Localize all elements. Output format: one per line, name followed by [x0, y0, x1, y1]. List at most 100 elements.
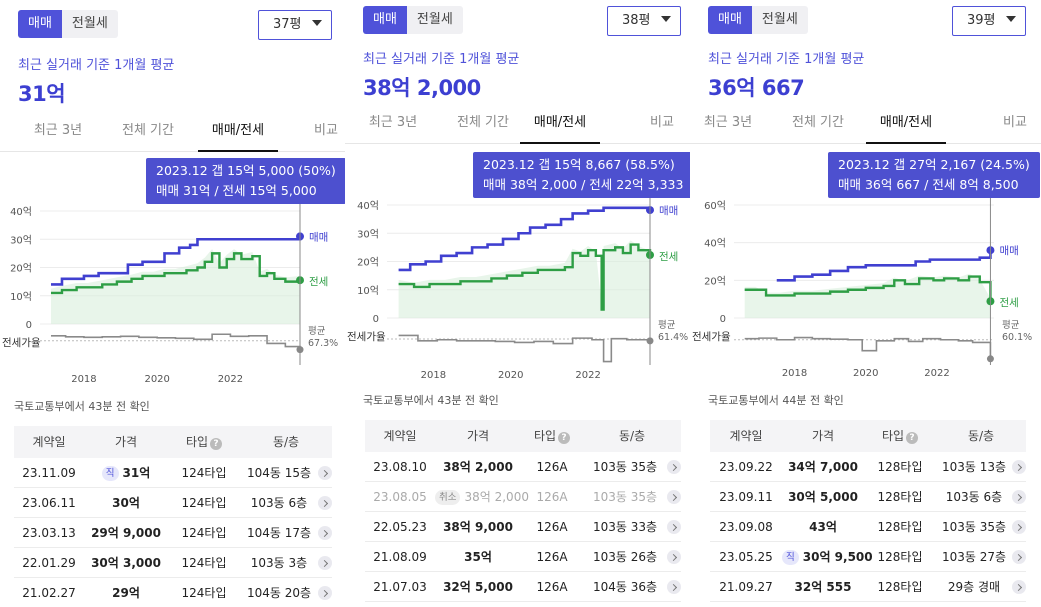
chevron-right-icon[interactable]	[318, 556, 332, 570]
column-header: 가격	[435, 420, 521, 452]
tab-3[interactable]: 매매/전세	[198, 116, 278, 152]
column-header: 동/층	[936, 420, 1026, 452]
table-row[interactable]: 21.02.27 29억 124타입 104동 20층	[14, 578, 332, 607]
building-floor: 104동 20층	[240, 578, 332, 607]
building-floor-value: 103동 26층	[592, 550, 658, 564]
building-floor: 103동 3층	[240, 548, 332, 577]
series-line-lease	[398, 243, 652, 311]
x-tick-label: 2022	[218, 374, 243, 385]
column-header-label: 계약일	[383, 429, 417, 443]
table-row[interactable]: 23.05.25 직 30억 9,500 128타입 103동 27층	[710, 542, 1026, 572]
chevron-right-icon[interactable]	[1012, 490, 1026, 504]
chevron-right-icon[interactable]	[1012, 520, 1026, 534]
building-floor-value: 103동 3층	[250, 556, 308, 570]
chevron-right-icon[interactable]	[318, 586, 332, 600]
average-price: 38억 2,000	[363, 76, 481, 100]
chevron-right-icon[interactable]	[1012, 550, 1026, 564]
chart-tooltip: 2023.12 갭 15억 5,000 (50%) 매매 31억 / 전세 15억…	[146, 158, 346, 204]
pyeong-size-value: 37평	[273, 17, 302, 32]
trade-type-toggle: 매매 전월세	[363, 6, 463, 34]
y-tick-label: 0	[373, 314, 379, 325]
help-icon[interactable]: ?	[210, 438, 223, 450]
chevron-right-icon[interactable]	[318, 526, 332, 540]
trade-badge: 취소	[435, 490, 461, 505]
help-icon[interactable]: ?	[906, 432, 919, 444]
unit-type: 126A	[536, 550, 568, 564]
series-label: 전세	[659, 251, 678, 263]
table-row[interactable]: 23.09.11 30억 5,000 128타입 103동 6층	[710, 482, 1026, 512]
trade-badge: 직	[782, 550, 799, 565]
toggle-sale-button[interactable]: 매매	[363, 6, 407, 34]
chevron-right-icon[interactable]	[1012, 580, 1026, 594]
price-value: 29억	[112, 586, 140, 600]
table-row[interactable]: 21.08.09 35억 126A 103동 26층	[365, 542, 681, 572]
chevron-right-icon[interactable]	[667, 520, 681, 534]
toggle-lease-button[interactable]: 전월세	[751, 6, 808, 34]
average-label: 최근 실거래 기준 1개월 평균	[18, 58, 175, 73]
chevron-right-icon[interactable]	[1012, 460, 1026, 474]
table-row[interactable]: 23.08.05 취소 38억 2,000 126A 103동 35층	[365, 482, 681, 512]
x-tick-label: 2020	[853, 368, 878, 379]
tab-3[interactable]: 매매/전세	[866, 108, 946, 144]
series-label: 전세	[999, 297, 1018, 309]
pyeong-size-select[interactable]: 38평	[607, 6, 681, 36]
lease-area	[50, 249, 300, 324]
price-value: 29억 9,000	[91, 526, 161, 540]
tab-4[interactable]: 비교	[314, 123, 338, 138]
toggle-lease-button[interactable]: 전월세	[406, 6, 463, 34]
tab-2[interactable]: 전체 기간	[792, 115, 844, 130]
price-cell: 29억	[84, 578, 168, 607]
table-row[interactable]: 22.05.23 38억 9,000 126A 103동 33층	[365, 512, 681, 542]
help-icon[interactable]: ?	[558, 432, 571, 444]
chevron-right-icon[interactable]	[318, 466, 332, 480]
tab-2[interactable]: 전체 기간	[457, 115, 509, 130]
building-floor-value: 103동 27층	[941, 550, 1007, 564]
tab-4[interactable]: 비교	[650, 115, 674, 130]
chevron-right-icon[interactable]	[667, 490, 681, 504]
price-cell: 29억 9,000	[84, 518, 168, 547]
ratio-line	[744, 336, 992, 359]
x-tick-label: 2022	[575, 370, 600, 381]
pyeong-size-select[interactable]: 39평	[952, 6, 1026, 36]
toggle-sale-button[interactable]: 매매	[18, 10, 62, 38]
contract-date: 22.05.23	[373, 520, 427, 534]
price-value: 35억	[464, 550, 492, 564]
price-panel-3: 매매 전월세 39평 최근 실거래 기준 1개월 평균 36억 667 최근 3년 전체 기…	[690, 0, 1041, 607]
table-row[interactable]: 23.03.13 29억 9,000 124타입 104동 17층	[14, 518, 332, 548]
tab-1[interactable]: 최근 3년	[33, 123, 83, 138]
table-row[interactable]: 23.08.10 38억 2,000 126A 103동 35층	[365, 452, 681, 482]
tab-4[interactable]: 비교	[1003, 115, 1027, 130]
table-row[interactable]: 23.11.09 직 31억 124타입 104동 15층	[14, 458, 332, 488]
toggle-sale-button[interactable]: 매매	[708, 6, 752, 34]
chevron-right-icon[interactable]	[667, 550, 681, 564]
tab-2[interactable]: 전체 기간	[122, 123, 174, 138]
table-row[interactable]: 23.09.08 43억 128타입 103동 35층	[710, 512, 1026, 542]
price-value: 32억 5,000	[443, 580, 513, 594]
unit-type: 126A	[536, 490, 568, 504]
table-row[interactable]: 21.09.27 32억 555 128타입 29층 경매	[710, 572, 1026, 602]
table-row[interactable]: 22.01.29 30억 3,000 124타입 103동 3층	[14, 548, 332, 578]
contract-date: 21.08.09	[373, 550, 427, 564]
building-floor-value: 103동 35층	[592, 460, 658, 474]
chevron-right-icon[interactable]	[667, 580, 681, 594]
x-tick-label: 2020	[144, 374, 169, 385]
toggle-lease-button[interactable]: 전월세	[61, 10, 118, 38]
average-price: 31억	[18, 82, 66, 106]
table-row[interactable]: 23.09.22 34억 7,000 128타입 103동 13층	[710, 452, 1026, 482]
chevron-right-icon[interactable]	[318, 496, 332, 510]
column-header-label: 가격	[114, 435, 138, 449]
price-value: 31억	[122, 466, 151, 480]
ratio-average-value: 61.4%	[658, 332, 688, 343]
ratio-label: 전세가율	[347, 331, 386, 343]
table-row[interactable]: 23.06.11 30억 124타입 103동 6층	[14, 488, 332, 518]
tab-1[interactable]: 최근 3년	[368, 115, 418, 130]
table-row[interactable]: 21.07.03 32억 5,000 126A 104동 36층	[365, 572, 681, 602]
column-header-label: 동/층	[272, 435, 300, 449]
chevron-right-icon[interactable]	[667, 460, 681, 474]
tab-1[interactable]: 최근 3년	[703, 115, 753, 130]
building-floor-value: 103동 6층	[250, 496, 308, 510]
tab-3[interactable]: 매매/전세	[520, 108, 600, 144]
x-tick-label: 2022	[924, 368, 949, 379]
pyeong-size-select[interactable]: 37평	[258, 10, 332, 40]
